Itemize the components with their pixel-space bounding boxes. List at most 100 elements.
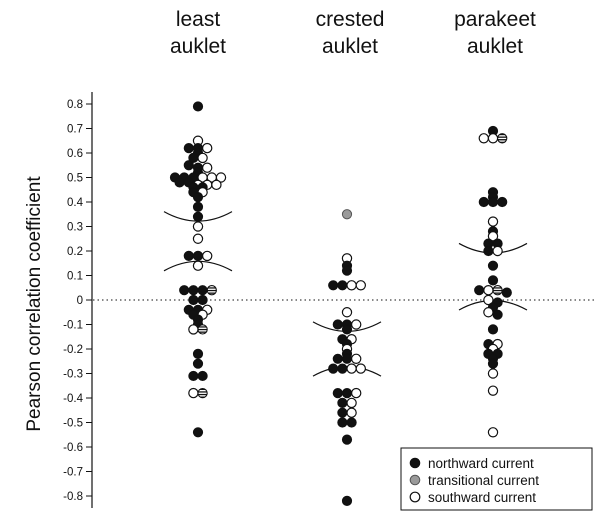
y-tick-label: -0.3 bbox=[63, 369, 83, 381]
point-northward bbox=[487, 196, 499, 208]
point-northward bbox=[487, 260, 499, 271]
point-northward bbox=[197, 370, 208, 382]
point-northward bbox=[337, 397, 348, 408]
point-northward bbox=[346, 417, 357, 428]
point-northward bbox=[341, 434, 353, 445]
point-southward bbox=[201, 162, 213, 173]
point-northward bbox=[341, 388, 353, 399]
point-southward bbox=[483, 285, 494, 296]
point-northward bbox=[328, 280, 339, 291]
data-points bbox=[169, 101, 512, 506]
point-southward bbox=[188, 387, 199, 399]
point-transitional bbox=[341, 209, 353, 220]
point-northward bbox=[192, 348, 204, 359]
y-tick-label: -0.6 bbox=[63, 442, 83, 454]
point-northward bbox=[337, 280, 348, 291]
point-southward bbox=[346, 363, 357, 374]
point-southward bbox=[192, 233, 204, 244]
point-northward bbox=[487, 358, 499, 369]
y-tick-label: 0.7 bbox=[67, 124, 83, 136]
point-northward bbox=[188, 285, 199, 296]
y-tick-label: 0.5 bbox=[67, 173, 83, 185]
point-northward bbox=[197, 294, 208, 306]
point-northward bbox=[341, 495, 353, 506]
y-tick-label: -0.1 bbox=[63, 320, 83, 332]
point-northward bbox=[188, 370, 199, 382]
y-tick-label: 0.3 bbox=[67, 222, 83, 234]
y-tick-label: -0.2 bbox=[63, 344, 83, 356]
point-southward bbox=[192, 221, 204, 232]
point-southward bbox=[478, 133, 489, 144]
point-northward bbox=[337, 363, 348, 374]
point-southward bbox=[215, 172, 227, 183]
legend-marker-northward bbox=[409, 457, 421, 469]
y-tick-label: 0 bbox=[77, 295, 83, 307]
point-southward bbox=[201, 142, 213, 154]
category-title-parakeet-line1: parakeet bbox=[454, 8, 536, 31]
point-southward bbox=[355, 280, 366, 291]
point-northward bbox=[192, 358, 204, 369]
y-tick-label: -0.5 bbox=[63, 418, 83, 430]
point-northward bbox=[337, 417, 348, 428]
point-northward bbox=[341, 324, 353, 335]
y-tick-label: -0.8 bbox=[63, 491, 83, 503]
point-southward bbox=[487, 368, 499, 379]
point-northward bbox=[192, 101, 204, 112]
point-southward bbox=[487, 216, 499, 227]
point-striped bbox=[497, 133, 508, 144]
legend-marker-southward bbox=[409, 491, 421, 503]
point-northward bbox=[332, 353, 343, 364]
y-axis-label: Pearson correlation coefficient bbox=[24, 176, 45, 432]
point-northward bbox=[332, 319, 343, 330]
point-southward bbox=[483, 294, 494, 306]
point-northward bbox=[474, 285, 485, 296]
category-titles: least auklet crested auklet parakeet auk… bbox=[170, 8, 536, 58]
point-northward bbox=[487, 275, 499, 286]
point-northward bbox=[183, 250, 194, 261]
point-northward bbox=[192, 427, 204, 438]
point-southward bbox=[487, 385, 499, 396]
point-northward bbox=[337, 407, 348, 418]
legend: northward current transitional current s… bbox=[400, 447, 593, 511]
point-striped bbox=[492, 285, 503, 296]
point-southward bbox=[188, 324, 199, 335]
point-northward bbox=[197, 285, 208, 296]
legend-label-transitional: transitional current bbox=[428, 473, 539, 488]
point-southward bbox=[351, 353, 362, 364]
point-northward bbox=[183, 160, 194, 171]
point-northward bbox=[478, 196, 489, 208]
point-southward bbox=[492, 245, 503, 257]
point-northward bbox=[328, 363, 339, 374]
point-northward bbox=[188, 294, 199, 306]
y-tick-label: 0.4 bbox=[67, 197, 84, 209]
point-northward bbox=[192, 250, 204, 261]
point-striped bbox=[197, 387, 208, 399]
point-southward bbox=[192, 260, 204, 271]
category-title-least-line1: least bbox=[176, 8, 221, 31]
point-northward bbox=[183, 143, 194, 154]
point-northward bbox=[192, 201, 204, 212]
y-tick-label: 0.6 bbox=[67, 148, 83, 160]
point-southward bbox=[197, 152, 208, 164]
category-title-crested-line1: crested bbox=[316, 8, 385, 31]
point-northward bbox=[174, 177, 185, 188]
category-title-least-line2: auklet bbox=[170, 35, 226, 58]
point-striped bbox=[197, 324, 208, 335]
y-tick-label: 0.2 bbox=[67, 246, 83, 258]
point-southward bbox=[483, 307, 494, 318]
point-northward bbox=[332, 388, 343, 399]
point-northward bbox=[501, 287, 512, 298]
point-southward bbox=[487, 427, 499, 438]
point-southward bbox=[351, 319, 362, 330]
point-southward bbox=[351, 387, 362, 399]
point-northward bbox=[487, 324, 499, 335]
legend-marker-transitional bbox=[409, 474, 421, 486]
legend-label-northward: northward current bbox=[428, 456, 534, 471]
y-tick-label: -0.4 bbox=[63, 393, 83, 405]
point-southward bbox=[201, 250, 213, 262]
point-southward bbox=[346, 397, 357, 409]
point-northward bbox=[492, 309, 503, 320]
legend-label-southward: southward current bbox=[428, 490, 536, 505]
point-northward bbox=[341, 353, 353, 364]
